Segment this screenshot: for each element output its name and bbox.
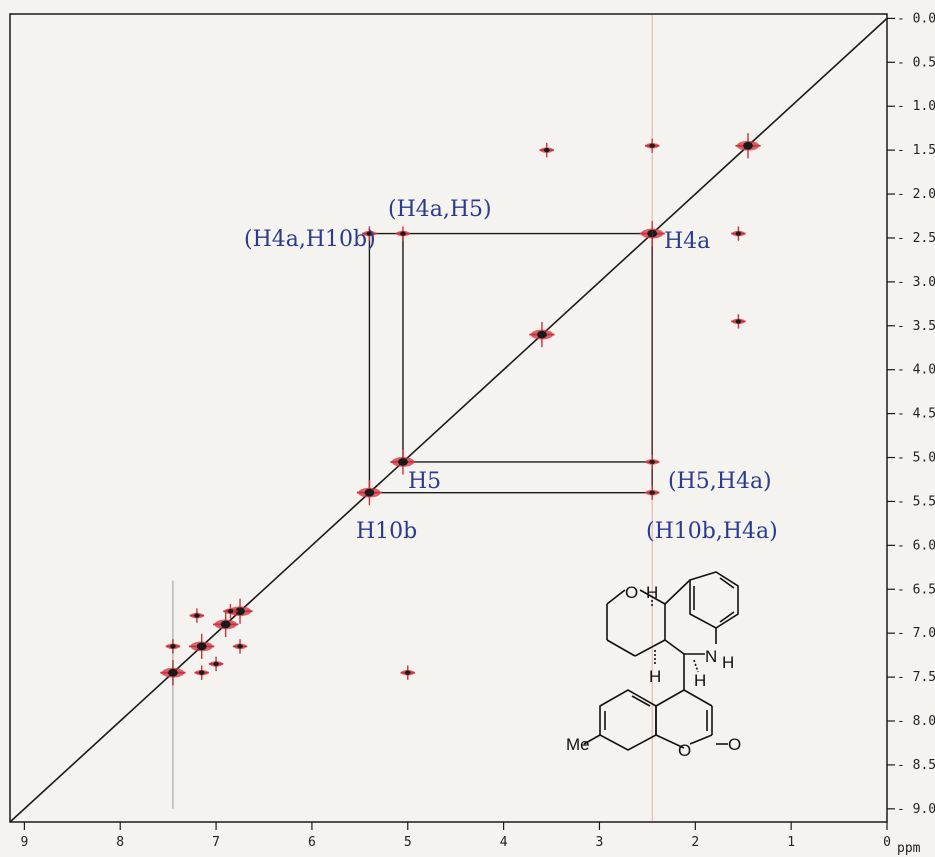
atom-label-o-carbonyl: O [728, 735, 741, 754]
y-tick-label: - 1.5 [897, 143, 935, 158]
diagonal-peak-core [647, 229, 658, 238]
cross-peak-core [366, 231, 373, 236]
x-tick-label: 7 [212, 835, 220, 850]
molecule-atom-labels: O H H H N H Me O O [566, 583, 741, 760]
y-tick-label: - 2.0 [897, 187, 935, 202]
cross-peak-core [735, 319, 742, 324]
y-tick-label: - 6.5 [897, 582, 935, 597]
cross-peak-core [198, 670, 205, 675]
diagonal-peak-core [196, 642, 207, 651]
peaks-layer [160, 14, 761, 822]
x-axis: 9 8 7 6 5 4 3 2 1 0 [20, 822, 891, 850]
x-tick-label: 5 [404, 835, 412, 850]
y-tick-label: - 5.0 [897, 451, 935, 466]
x-tick-label: 6 [308, 835, 316, 850]
correlation-box-lines [368, 232, 653, 494]
y-axis: - 0.0 - 0.5 - 1.0 - 1.5 - 2.0 - 2.5 - 3.0 - 3.5… [887, 11, 935, 817]
y-tick-label: - 8.0 [897, 714, 935, 729]
atom-label-o-pyran: O [625, 583, 638, 602]
y-tick-label: - 7.5 [897, 670, 935, 685]
diagonal-peak-core [537, 330, 547, 339]
atom-label-h-5: H [694, 671, 706, 690]
y-tick-label: - 8.5 [897, 758, 935, 773]
y-tick-label: - 2.5 [897, 231, 935, 246]
x-tick-label: 1 [787, 835, 795, 850]
cross-peak-core [404, 670, 411, 675]
y-tick-label: - 4.0 [897, 363, 935, 378]
x-tick-label: 2 [691, 835, 699, 850]
atom-label-h-4a: H [649, 667, 661, 686]
diagonal-peak-core [235, 607, 245, 616]
y-tick-label: - 0.0 [897, 11, 935, 26]
annotation-h10b-h4a: (H10b,H4a) [646, 519, 778, 544]
y-tick-label: - 3.5 [897, 319, 935, 334]
plot-frame [9, 13, 888, 823]
cross-peak-core [194, 613, 200, 618]
annotation-h4a: H4a [664, 229, 710, 254]
cross-peak-core [213, 661, 219, 667]
cross-peak-core [543, 147, 550, 153]
x-tick-label: 3 [596, 835, 604, 850]
cross-peak-core [735, 231, 742, 236]
y-tick-label: - 3.0 [897, 275, 935, 290]
cross-peak-core [649, 459, 655, 465]
atom-label-o-ring: O [678, 741, 691, 760]
cross-peak-core [649, 490, 655, 495]
annotation-h10b: H10b [356, 519, 417, 544]
y-tick-label: - 9.0 [897, 802, 935, 817]
cross-peak-core [649, 143, 655, 148]
y-tick-label: - 4.5 [897, 407, 935, 422]
atom-label-h-n: H [722, 653, 734, 672]
diagonal-peak-core [364, 488, 375, 497]
atom-label-me: Me [566, 735, 590, 754]
molecule-structure [583, 571, 739, 751]
diagonal-peak-core [743, 141, 753, 150]
cross-peak-core [400, 231, 406, 236]
annotation-h4a-h5: (H4a,H5) [388, 197, 492, 222]
y-tick-label: - 6.0 [897, 538, 935, 553]
diagonal-line [9, 17, 888, 823]
x-tick-label: 4 [500, 835, 508, 850]
cross-peak-core [227, 609, 234, 614]
atom-label-n: N [705, 647, 717, 666]
y-tick-label: - 1.0 [897, 99, 935, 114]
diagonal-peak-core [398, 458, 408, 466]
x-tick-label: 8 [116, 835, 124, 850]
y-tick-label: - 7.0 [897, 626, 935, 641]
y-tick-label: - 5.5 [897, 494, 935, 509]
annotation-h5-h4a: (H5,H4a) [668, 469, 772, 494]
diagonal-peak-core [220, 620, 231, 629]
atom-label-h-10b: H [646, 583, 658, 602]
x-axis-unit: ppm [897, 841, 921, 856]
cross-peak-core [237, 644, 243, 649]
y-tick-label: - 0.5 [897, 55, 935, 70]
x-tick-label: 9 [20, 835, 28, 850]
annotation-h4a-h10b: (H4a,H10b) [244, 227, 376, 252]
annotation-h5: H5 [408, 469, 441, 494]
x-tick-label: 0 [883, 835, 891, 850]
